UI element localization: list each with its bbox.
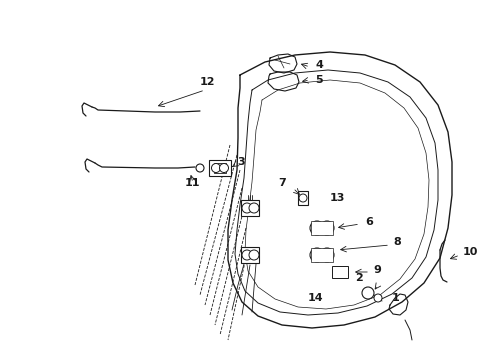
Circle shape bbox=[248, 250, 259, 260]
Circle shape bbox=[196, 164, 203, 172]
Circle shape bbox=[298, 194, 306, 202]
Text: 8: 8 bbox=[392, 237, 400, 247]
Text: 9: 9 bbox=[372, 265, 380, 275]
Bar bbox=[331, 266, 347, 278]
Text: 3: 3 bbox=[237, 157, 244, 167]
Bar bbox=[310, 221, 332, 235]
Bar bbox=[297, 191, 307, 205]
Circle shape bbox=[248, 203, 259, 213]
Circle shape bbox=[319, 221, 333, 235]
Circle shape bbox=[242, 250, 251, 260]
Text: 11: 11 bbox=[184, 178, 200, 188]
Bar bbox=[241, 247, 259, 263]
Text: 5: 5 bbox=[314, 75, 322, 85]
Circle shape bbox=[219, 163, 228, 172]
Text: 1: 1 bbox=[391, 293, 399, 303]
Circle shape bbox=[211, 163, 220, 172]
Circle shape bbox=[361, 287, 373, 299]
Text: 7: 7 bbox=[278, 178, 285, 188]
Circle shape bbox=[242, 203, 251, 213]
Circle shape bbox=[319, 248, 333, 262]
Circle shape bbox=[373, 294, 381, 302]
Text: 13: 13 bbox=[329, 193, 345, 203]
Text: 2: 2 bbox=[354, 273, 362, 283]
Bar bbox=[241, 200, 259, 216]
Text: 4: 4 bbox=[314, 60, 322, 70]
Text: 12: 12 bbox=[200, 77, 215, 87]
Circle shape bbox=[309, 248, 324, 262]
Text: 10: 10 bbox=[462, 247, 477, 257]
Text: 6: 6 bbox=[364, 217, 372, 227]
Bar bbox=[214, 163, 225, 173]
Bar bbox=[310, 248, 332, 262]
Circle shape bbox=[309, 221, 324, 235]
Text: 14: 14 bbox=[307, 293, 323, 303]
Bar bbox=[208, 160, 230, 176]
